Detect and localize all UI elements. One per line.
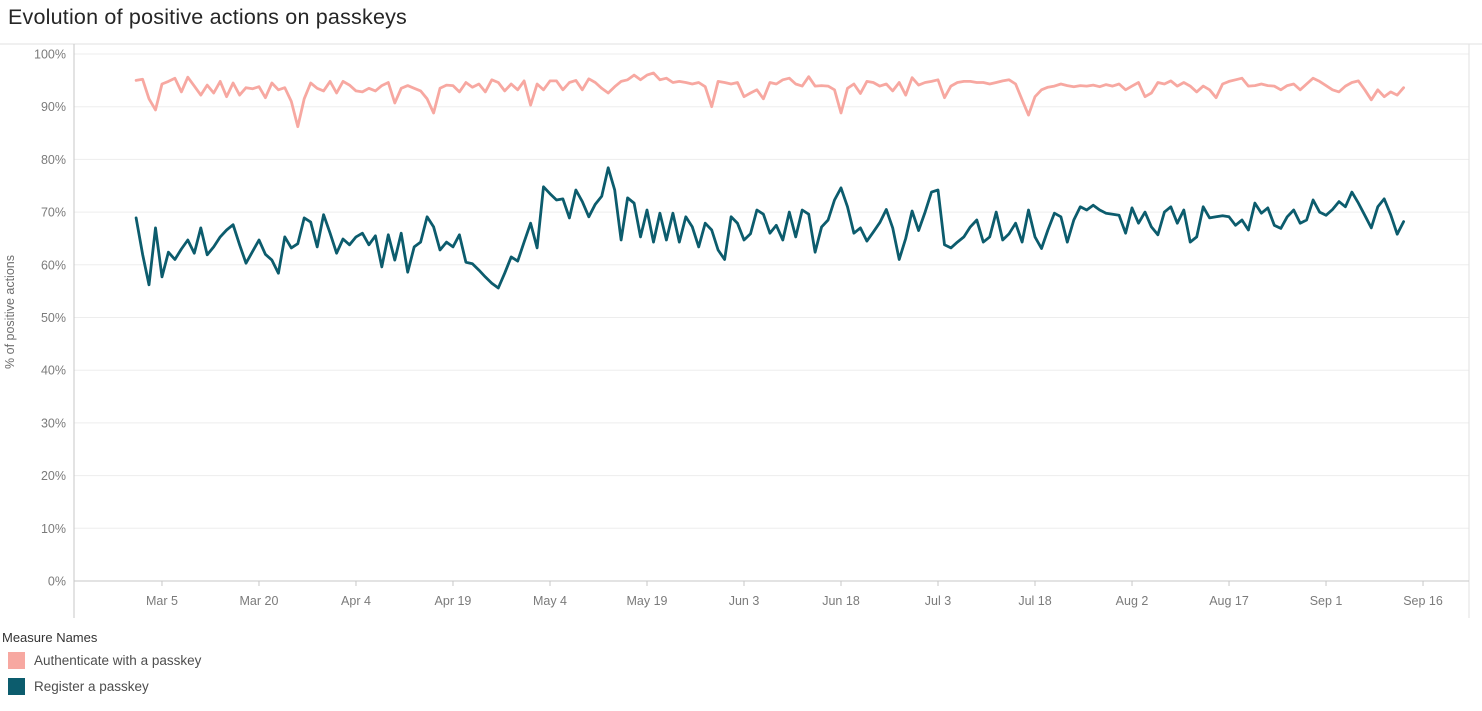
y-tick-label-20%: 20% (41, 469, 66, 483)
x-tick-label-Sep 1: Sep 1 (1310, 594, 1343, 608)
y-tick-label-90%: 90% (41, 100, 66, 114)
y-tick-label-30%: 30% (41, 416, 66, 430)
x-tick-label-May 4: May 4 (533, 594, 567, 608)
legend-label-register: Register a passkey (34, 679, 149, 694)
x-tick-label-Aug 17: Aug 17 (1209, 594, 1249, 608)
y-tick-label-50%: 50% (41, 311, 66, 325)
series-line-authenticate[interactable] (134, 71, 1405, 129)
x-tick-label-Apr 4: Apr 4 (341, 594, 371, 608)
y-tick-label-0%: 0% (48, 575, 66, 589)
x-tick-label-Jul 3: Jul 3 (925, 594, 951, 608)
y-tick-label-60%: 60% (41, 258, 66, 272)
legend-label-authenticate: Authenticate with a passkey (34, 653, 202, 668)
x-tick-label-Apr 19: Apr 19 (435, 594, 472, 608)
legend: Measure Names Authenticate with a passke… (2, 630, 422, 704)
series-line-register[interactable] (134, 166, 1405, 290)
x-tick-label-May 19: May 19 (626, 594, 667, 608)
legend-item-authenticate[interactable]: Authenticate with a passkey (8, 652, 422, 669)
x-tick-label-Jun 3: Jun 3 (729, 594, 760, 608)
authenticate-color-swatch[interactable] (8, 652, 25, 669)
y-tick-label-40%: 40% (41, 364, 66, 378)
x-tick-label-Mar 5: Mar 5 (146, 594, 178, 608)
y-tick-label-70%: 70% (41, 206, 66, 220)
y-tick-label-100%: 100% (34, 48, 66, 62)
chart-title: Evolution of positive actions on passkey… (8, 5, 408, 29)
legend-title: Measure Names (2, 630, 98, 645)
legend-item-register[interactable]: Register a passkey (8, 678, 422, 695)
y-axis-title: % of positive actions (3, 255, 17, 369)
x-tick-label-Sep 16: Sep 16 (1403, 594, 1443, 608)
y-tick-label-80%: 80% (41, 153, 66, 167)
x-tick-label-Jul 18: Jul 18 (1018, 594, 1051, 608)
x-tick-label-Mar 20: Mar 20 (240, 594, 279, 608)
x-tick-label-Jun 18: Jun 18 (822, 594, 860, 608)
register-color-swatch[interactable] (8, 678, 25, 695)
y-tick-label-10%: 10% (41, 522, 66, 536)
x-tick-label-Aug 2: Aug 2 (1116, 594, 1149, 608)
